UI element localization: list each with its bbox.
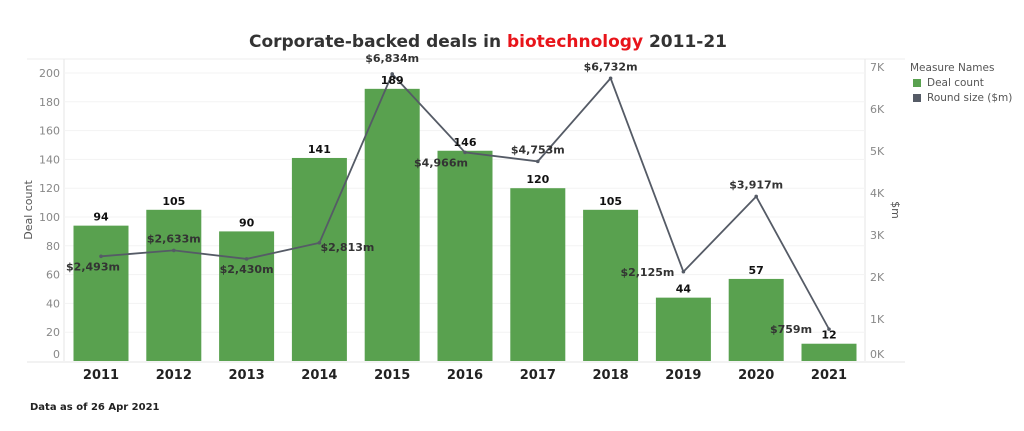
legend-item-round-size[interactable]: Round size ($m) (910, 92, 1012, 104)
x-tick-label: 2017 (520, 368, 556, 383)
line-point-2015 (390, 72, 395, 76)
bar-label: 90 (239, 216, 255, 229)
line-label: $2,633m (147, 232, 201, 245)
bar-label: 44 (676, 283, 692, 296)
legend-label: Round size ($m) (927, 92, 1013, 104)
bar-label: 146 (454, 136, 477, 149)
bar-label: 105 (162, 195, 185, 208)
x-tick-label: 2016 (447, 368, 483, 383)
bar-2016 (437, 150, 493, 361)
x-tick-label: 2021 (811, 368, 847, 383)
x-tick-label: 2019 (665, 368, 701, 383)
legend-label: Deal count (927, 77, 984, 89)
title-prefix: Corporate-backed deals in (248, 32, 507, 52)
legend: Measure Names Deal count Round size ($m) (910, 62, 1012, 104)
x-tick-label: 2013 (229, 368, 265, 383)
y-tick-label: 20 (46, 326, 60, 339)
x-tick-label: 2015 (374, 368, 410, 383)
y-tick-label: 200 (39, 67, 60, 80)
footnote: Data as of 26 Apr 2021 (30, 402, 160, 413)
y2-tick-label: 7K (870, 61, 885, 74)
bar-label: 12 (821, 329, 836, 342)
y-tick-label: 120 (39, 182, 60, 195)
line-label: $4,966m (414, 156, 468, 169)
y2-tick-label: 0K (870, 348, 885, 361)
y2-axis-title: $m (889, 201, 902, 219)
line-point-2013 (244, 257, 249, 261)
y2-tick-label: 5K (870, 145, 885, 158)
bar-2011 (73, 225, 129, 361)
line-label: $2,813m (320, 241, 374, 254)
bar-label: 141 (308, 143, 331, 156)
bar-2017 (510, 188, 566, 361)
y-tick-label: 160 (39, 125, 60, 138)
bar-label: 57 (749, 264, 764, 277)
x-tick-label: 2012 (156, 368, 192, 383)
x-tick-label: 2011 (83, 368, 119, 383)
legend-title: Measure Names (910, 62, 995, 74)
bar-2014 (291, 157, 347, 361)
x-tick-label: 2020 (738, 368, 774, 383)
y-tick-label: 140 (39, 153, 60, 166)
line-label: $2,125m (620, 266, 674, 279)
line-point-2016 (463, 150, 467, 155)
line-point-2021 (827, 327, 831, 331)
line-label: $6,834m (365, 52, 419, 65)
y2-tick-label: 1K (870, 313, 885, 326)
line-point-2014 (317, 241, 322, 245)
line-label: $2,430m (220, 263, 274, 276)
y2-tick-label: 3K (870, 229, 885, 242)
line-point-2018 (608, 76, 613, 81)
y2-tick-label: 6K (870, 103, 885, 116)
x-tick-label: 2014 (301, 368, 337, 383)
chart-title: Corporate-backed deals in biotechnology … (0, 32, 1000, 52)
y-tick-label: 180 (39, 96, 60, 109)
bar-2012 (146, 209, 202, 361)
bar-2019 (655, 297, 711, 361)
y-axis-title: Deal count (22, 180, 35, 240)
line-label: $3,917m (729, 178, 783, 191)
x-tick-label: 2018 (593, 368, 629, 383)
line-point-2012 (172, 248, 176, 253)
line-label: $2,493m (66, 260, 120, 273)
bar-2020 (728, 278, 784, 361)
bar-label: 189 (381, 74, 404, 87)
y2-tick-label: 2K (870, 271, 885, 284)
bar-label: 94 (93, 211, 109, 224)
title-suffix: 2011-21 (643, 32, 728, 52)
line-label: $4,753m (511, 143, 565, 156)
legend-swatch (913, 94, 921, 102)
legend-swatch (913, 79, 921, 87)
bar-2018 (583, 209, 639, 361)
legend-item-deal-count[interactable]: Deal count (910, 77, 1012, 89)
y-tick-label: 0 (53, 348, 60, 361)
bar-2015 (364, 88, 420, 361)
line-label: $759m (770, 323, 812, 336)
title-highlight: biotechnology (507, 32, 644, 52)
line-point-2019 (681, 269, 686, 274)
y-tick-label: 60 (46, 269, 60, 282)
bar-2013 (219, 231, 275, 361)
y-tick-label: 80 (46, 240, 60, 253)
y2-tick-label: 4K (870, 187, 885, 200)
bar-label: 120 (526, 173, 549, 186)
line-point-2020 (754, 194, 758, 199)
line-point-2011 (99, 254, 103, 259)
line-point-2017 (536, 159, 540, 164)
bar-label: 105 (599, 195, 622, 208)
line-label: $6,732m (584, 60, 638, 73)
y-tick-label: 100 (39, 211, 60, 224)
y-tick-label: 40 (46, 297, 60, 310)
bar-2021 (801, 343, 857, 361)
